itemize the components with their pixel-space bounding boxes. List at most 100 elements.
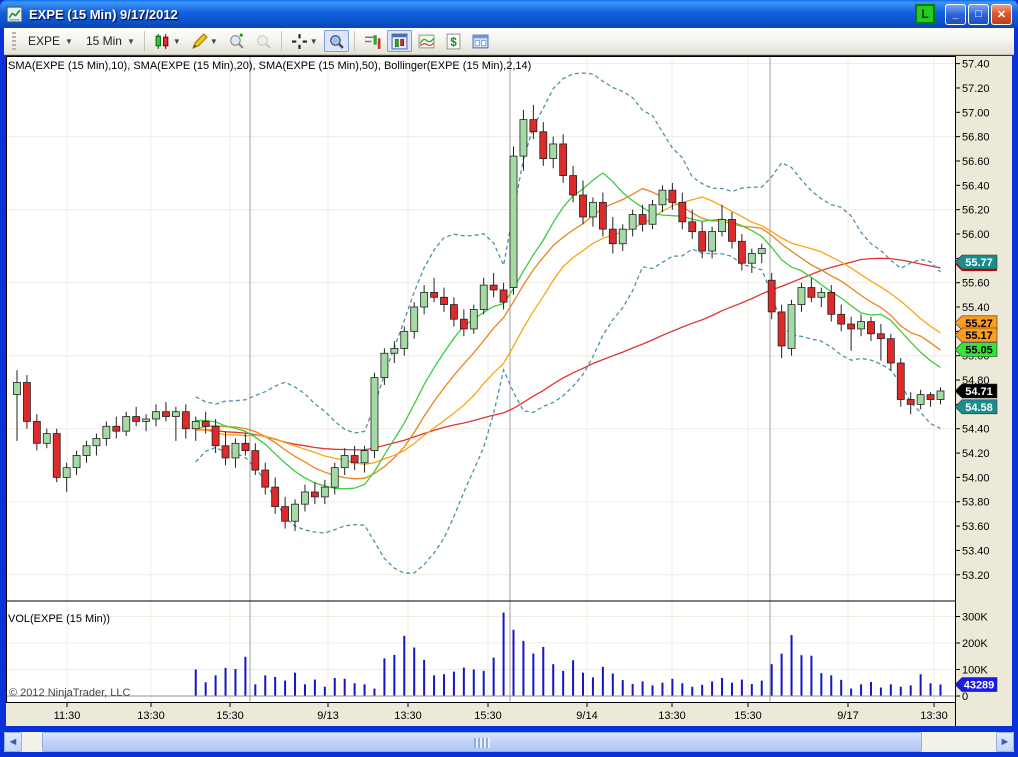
svg-text:9/13: 9/13: [317, 710, 338, 722]
toolbar-separator: [353, 31, 355, 51]
svg-text:54.20: 54.20: [962, 448, 990, 460]
candles: [13, 104, 945, 531]
scrollbar-thumb[interactable]: [42, 732, 922, 752]
drawing-tools-button[interactable]: ▼: [187, 30, 222, 52]
svg-text:11:30: 11:30: [54, 710, 81, 722]
properties-button[interactable]: [468, 30, 493, 52]
price-tag: [954, 399, 998, 415]
panel-grid-icon: [472, 34, 489, 48]
toolbar-separator: [280, 31, 282, 51]
scrollbar-track[interactable]: [22, 732, 996, 752]
svg-text:53.40: 53.40: [962, 545, 990, 557]
zoom-out-icon: [256, 34, 271, 49]
chevron-down-icon: ▼: [172, 36, 181, 46]
price-markers-button[interactable]: [360, 30, 385, 52]
close-button[interactable]: ✕: [991, 3, 1012, 25]
symbol-selector[interactable]: EXPE ▼: [28, 34, 73, 48]
svg-text:55.60: 55.60: [962, 278, 990, 290]
svg-text:43289: 43289: [964, 680, 995, 692]
svg-text:13:30: 13:30: [658, 710, 686, 722]
svg-text:9/17: 9/17: [837, 710, 858, 722]
svg-text:56.60: 56.60: [962, 156, 990, 168]
price-tag: [954, 254, 998, 270]
scrollbar-grip: [474, 738, 490, 748]
window-title: EXPE (15 Min) 9/17/2012: [29, 6, 178, 22]
svg-text:13:30: 13:30: [394, 710, 422, 722]
line-chart-icon: [418, 34, 435, 48]
svg-text:100K: 100K: [962, 665, 988, 677]
volume-legend: VOL(EXPE (15 Min)): [8, 613, 111, 625]
interval-selector[interactable]: 15 Min ▼: [85, 34, 135, 48]
svg-text:200K: 200K: [962, 638, 988, 650]
svg-text:15:30: 15:30: [474, 710, 502, 722]
chart-trader-button[interactable]: $: [441, 30, 466, 52]
svg-text:13:30: 13:30: [137, 710, 165, 722]
title-bar[interactable]: EXPE (15 Min) 9/17/2012 L _ □ ✕: [0, 0, 1018, 28]
maximize-button[interactable]: □: [968, 3, 989, 25]
candle-panel-icon: [391, 33, 408, 49]
toolbar-separator: [143, 31, 145, 51]
svg-text:57.20: 57.20: [962, 83, 990, 95]
svg-text:13:30: 13:30: [920, 710, 948, 722]
svg-text:54.71: 54.71: [965, 386, 993, 398]
svg-text:15:30: 15:30: [216, 710, 244, 722]
data-box-button[interactable]: [323, 30, 349, 52]
svg-text:54.40: 54.40: [962, 424, 990, 436]
svg-text:55.77: 55.77: [965, 257, 993, 269]
horizontal-scrollbar[interactable]: ◄ ►: [4, 732, 1014, 752]
svg-text:0: 0: [962, 691, 968, 703]
svg-text:54.00: 54.00: [962, 472, 990, 484]
magnifier-icon: [329, 34, 344, 49]
chevron-down-icon: ▼: [126, 36, 135, 46]
svg-text:15:30: 15:30: [734, 710, 762, 722]
svg-text:56.80: 56.80: [962, 132, 990, 144]
svg-text:55.27: 55.27: [965, 318, 993, 330]
svg-text:56.40: 56.40: [962, 180, 990, 192]
svg-text:300K: 300K: [962, 612, 988, 624]
chevron-down-icon: ▼: [309, 36, 318, 46]
chevron-down-icon: ▼: [209, 36, 218, 46]
chevron-down-icon: ▼: [65, 36, 73, 46]
chart-area[interactable]: 57.40 57.20 57.00 56.80 56.60 56.40 56.20 56.00…: [6, 56, 1012, 726]
window-chart-icon: [6, 6, 23, 22]
svg-text:53.60: 53.60: [962, 521, 990, 533]
svg-text:55.17: 55.17: [965, 330, 993, 342]
price-tag: [954, 677, 998, 692]
candlestick-style-icon: [155, 33, 169, 49]
link-button[interactable]: L: [915, 4, 935, 24]
toolbar-grip[interactable]: [12, 32, 16, 50]
minimize-button[interactable]: _: [945, 3, 966, 25]
svg-text:54.58: 54.58: [965, 402, 993, 414]
dollar-glyph: $: [450, 35, 457, 48]
price-tag: [954, 383, 998, 399]
svg-text:57.00: 57.00: [962, 107, 990, 119]
volume-bars: [194, 612, 942, 696]
price-volume-chart[interactable]: 57.40 57.20 57.00 56.80 56.60 56.40 56.20 56.00…: [6, 56, 1012, 726]
svg-text:57.40: 57.40: [962, 59, 990, 71]
indicator-legend: SMA(EXPE (15 Min),10), SMA(EXPE (15 Min)…: [8, 60, 532, 72]
svg-text:55.05: 55.05: [965, 345, 993, 357]
price-tag: [954, 342, 998, 357]
chart-style-button[interactable]: ▼: [150, 30, 185, 52]
chart-panel-button[interactable]: [386, 30, 412, 52]
zoom-in-icon: [229, 33, 244, 49]
zoom-out-button[interactable]: [251, 30, 276, 52]
svg-text:53.20: 53.20: [962, 570, 990, 582]
scroll-right-button[interactable]: ►: [996, 732, 1014, 752]
chart-toolbar: EXPE ▼ 15 Min ▼ ▼ ▼: [4, 28, 1014, 55]
chart-overlay-button[interactable]: [414, 30, 439, 52]
dollar-icon: $: [446, 33, 461, 49]
svg-text:53.80: 53.80: [962, 497, 990, 509]
copyright-text: © 2012 NinjaTrader, LLC: [9, 687, 131, 699]
zoom-in-button[interactable]: [224, 30, 249, 52]
svg-text:56.20: 56.20: [962, 205, 990, 217]
cursor-mode-button[interactable]: ▼: [287, 30, 322, 52]
price-tag: [954, 315, 998, 331]
pencil-icon: [191, 32, 208, 49]
svg-text:9/14: 9/14: [576, 710, 597, 722]
price-markers-icon: [364, 34, 381, 49]
scroll-left-button[interactable]: ◄: [4, 732, 22, 752]
price-tag: [954, 327, 998, 343]
crosshair-icon: [291, 33, 307, 49]
